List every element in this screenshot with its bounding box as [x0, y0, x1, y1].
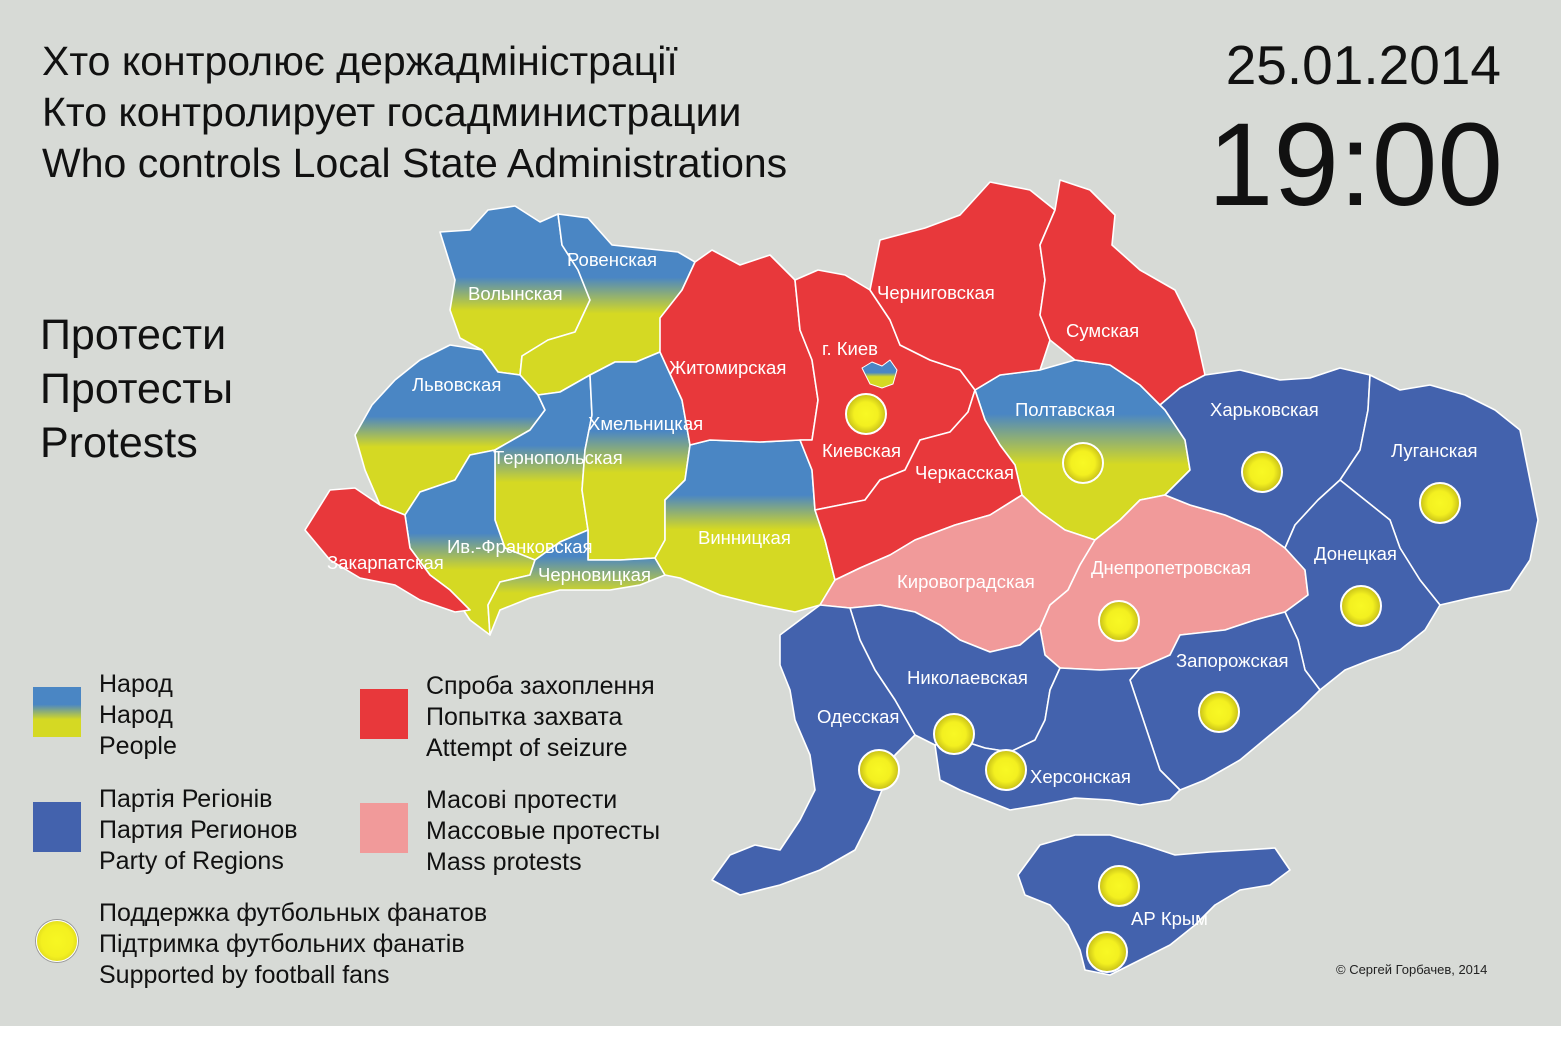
fans-marker-zaporizhzhia — [1198, 691, 1240, 733]
title-block: Хто контролює держадміністрації Кто конт… — [42, 36, 787, 189]
label-ternopil: Тернопольская — [493, 447, 623, 468]
region-odesa — [711, 604, 916, 896]
label-zaporizhzhia: Запорожская — [1176, 650, 1289, 671]
label-kyiv-city: г. Киев — [822, 338, 878, 359]
label-poltava: Полтавская — [1015, 399, 1115, 420]
legend-mass-ru: Массовые протесты — [426, 817, 661, 845]
legend-party-ru: Партия Регионов — [99, 816, 298, 844]
label-kyiv: Киевская — [822, 440, 901, 461]
legend-seizure-swatch — [360, 689, 408, 739]
legend-mass-swatch — [360, 803, 408, 853]
label-ivano-frankivsk: Ив.-Франковская — [447, 536, 593, 557]
region-zakarpattia — [304, 487, 471, 613]
label-cherkasy: Черкасская — [915, 462, 1014, 483]
legend-party: Партія Регіонів Партия Регионов Party of… — [33, 784, 333, 884]
title-en: Who controls Local State Administrations — [42, 140, 788, 186]
fans-marker-kherson — [985, 749, 1027, 791]
label-chernihiv: Черниговская — [877, 282, 995, 303]
fans-marker-dnipropetrovsk — [1098, 600, 1140, 642]
label-vinnytsia: Винницкая — [698, 527, 791, 548]
label-crimea: АР Крым — [1131, 908, 1208, 929]
legend-fans-en: Supported by football fans — [99, 961, 390, 989]
bottom-strip — [0, 1026, 1561, 1039]
label-volyn: Волынская — [468, 283, 563, 304]
protests-en: Protests — [40, 419, 198, 467]
label-rivne: Ровенская — [567, 249, 657, 270]
legend-fans-ru: Поддержка футбольных фанатов — [99, 899, 488, 927]
region-chernivtsi — [487, 529, 666, 636]
label-kherson: Херсонская — [1030, 766, 1131, 787]
region-crimea — [1017, 834, 1291, 976]
protests-uk: Протести — [40, 311, 227, 359]
fans-marker-kharkiv — [1241, 451, 1283, 493]
region-kyiv-city — [861, 359, 898, 389]
label-chernivtsi: Черновицкая — [538, 564, 651, 585]
legend-people-en: People — [99, 732, 177, 760]
fans-marker-crimea-south — [1086, 931, 1128, 973]
legend-mass: Масові протести Массовые протесты Mass p… — [360, 785, 690, 885]
label-odesa: Одесская — [817, 706, 899, 727]
legend-people: Народ Народ People — [33, 669, 333, 769]
legend-mass-en: Mass protests — [426, 848, 582, 876]
legend-seizure: Спроба захоплення Попытка захвата Attemp… — [360, 671, 680, 771]
legend-seizure-uk: Спроба захоплення — [426, 672, 655, 700]
legend-mass-uk: Масові протести — [426, 786, 618, 814]
legend-people-swatch — [33, 687, 81, 737]
date-label: 25.01.2014 — [1225, 34, 1501, 96]
legend-party-uk: Партія Регіонів — [99, 785, 273, 813]
legend-seizure-en: Attempt of seizure — [426, 734, 628, 762]
time-label: 19:00 — [1207, 99, 1503, 231]
title-ru: Кто контролирует госадминистрации — [42, 89, 742, 135]
region-donetsk — [1284, 479, 1441, 691]
title-uk: Хто контролює держадміністрації — [42, 38, 678, 84]
fans-marker-mykolaiv — [933, 713, 975, 755]
fans-marker-kyiv — [845, 393, 887, 435]
copyright: © Сергей Горбачев, 2014 — [1336, 962, 1488, 977]
legend-fans-marker — [36, 920, 78, 962]
fans-marker-odesa — [858, 749, 900, 791]
label-kharkiv: Харьковская — [1210, 399, 1319, 420]
fans-marker-donetsk — [1340, 585, 1382, 627]
legend-people-uk: Народ — [99, 670, 173, 698]
label-zakarpattia: Закарпатская — [327, 552, 444, 573]
label-luhansk: Луганская — [1391, 440, 1478, 461]
label-khmelnytskyi: Хмельницкая — [588, 413, 703, 434]
legend-people-ru: Народ — [99, 701, 173, 729]
legend-fans: Поддержка футбольных фанатов Підтримка ф… — [33, 898, 553, 998]
label-donetsk: Донецкая — [1314, 543, 1397, 564]
label-mykolaiv: Николаевская — [907, 667, 1028, 688]
label-dnipropetrovsk: Днепропетровская — [1091, 557, 1251, 578]
fans-marker-poltava — [1062, 442, 1104, 484]
legend-fans-uk: Підтримка футбольних фанатів — [99, 930, 465, 958]
label-kirovohrad: Кировоградская — [897, 571, 1035, 592]
fans-marker-crimea-north — [1098, 865, 1140, 907]
label-zhytomyr: Житомирская — [669, 357, 786, 378]
legend-party-swatch — [33, 802, 81, 852]
protests-ru: Протесты — [40, 365, 234, 413]
fans-marker-luhansk — [1419, 482, 1461, 524]
legend-party-en: Party of Regions — [99, 847, 284, 875]
label-sumy: Сумская — [1066, 320, 1139, 341]
label-lviv: Львовская — [412, 374, 501, 395]
legend-seizure-ru: Попытка захвата — [426, 703, 623, 731]
protests-heading: Протести Протесты Protests — [40, 308, 233, 470]
